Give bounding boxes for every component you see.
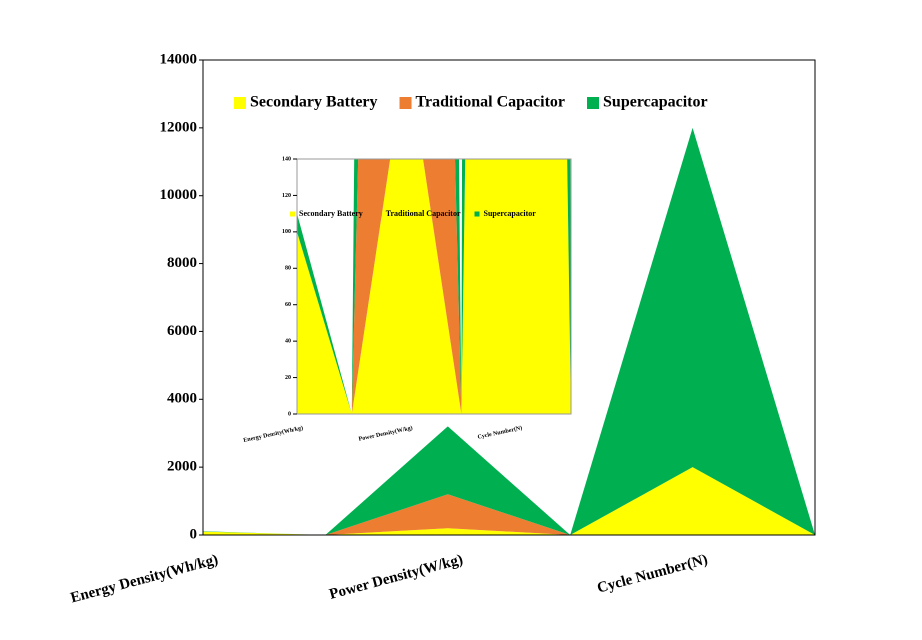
y-tick-label: 60 (285, 302, 291, 308)
y-tick-label: 0 (190, 526, 198, 542)
y-tick-label: 2000 (167, 459, 197, 475)
x-tick-label: Power Density(W/kg) (328, 552, 465, 603)
x-tick-label: Energy Density(Wh/kg) (69, 552, 220, 607)
plot-area (203, 127, 815, 535)
area (203, 467, 815, 535)
area (297, 159, 571, 414)
legend-label: Traditional Capacitor (386, 209, 461, 218)
legend-label: Traditional Capacitor (416, 94, 565, 111)
y-tick-label: 8000 (167, 255, 197, 271)
y-tick-label: 10000 (160, 187, 198, 203)
y-tick-label: 4000 (167, 391, 197, 407)
plot-frame (296, 158, 572, 415)
legend-label: Secondary Battery (299, 209, 363, 218)
area (203, 127, 815, 535)
y-tick-label: 140 (282, 156, 291, 162)
plot-area (297, 159, 571, 414)
legend-swatch (587, 97, 600, 109)
plot-frame (202, 59, 816, 536)
legend-swatch (376, 211, 382, 217)
y-tick-label: 12000 (160, 119, 198, 135)
legend-label: Supercapacitor (603, 94, 708, 111)
y-tick-label: 40 (285, 339, 291, 345)
y-tick-label: 6000 (167, 323, 197, 339)
legend-swatch (474, 211, 480, 217)
legend-label: Supercapacitor (484, 209, 537, 218)
y-tick-label: 120 (282, 193, 291, 199)
area (203, 467, 815, 535)
area (297, 159, 571, 414)
legend-swatch (234, 97, 246, 109)
y-tick-label: 20 (285, 375, 291, 381)
y-tick-label: 0 (288, 411, 291, 417)
y-tick-label: 100 (282, 229, 291, 235)
y-tick-label: 80 (285, 266, 291, 272)
legend-label: Secondary Battery (250, 94, 378, 111)
x-tick-label: Cycle Number(N) (596, 552, 710, 597)
legend-swatch (399, 97, 412, 109)
legend-swatch (290, 211, 295, 217)
y-tick-label: 14000 (160, 51, 198, 67)
